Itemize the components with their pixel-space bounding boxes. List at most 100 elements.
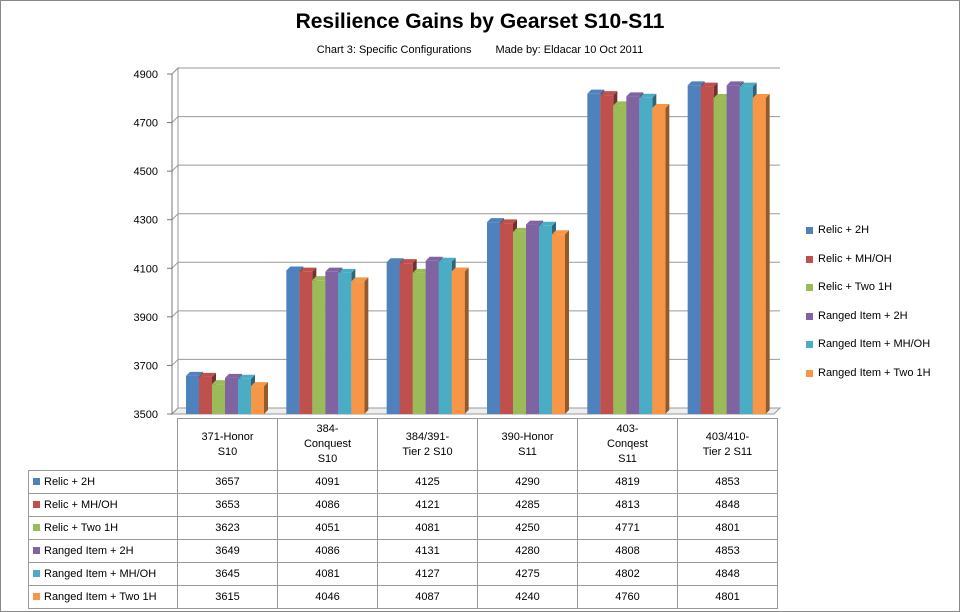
bar [286,270,300,414]
bar-top [600,91,618,96]
series-label-cell: Relic + Two 1H [28,516,178,540]
bar-side [765,94,770,415]
category-label: 384/391- Tier 2 S10 [377,418,478,471]
bar [212,384,225,414]
series-label: Ranged Item + Two 1H [44,591,157,603]
gridline-depth [171,213,179,221]
series-label-cell: Relic + MH/OH [28,493,178,517]
bar-top [286,266,304,271]
bar-top [526,220,543,225]
category-label: 390-Honor S11 [477,418,578,471]
series-label-cell: Ranged Item + MH/OH [28,562,178,586]
gridline-depth [171,310,179,318]
value-cell: 4802 [577,562,678,586]
value-cell: 4091 [277,470,378,494]
bar [652,108,666,414]
bar [739,86,753,414]
table-row: Relic + Two 1H 3623 4051 4081 4250 4771 4801 [28,516,778,540]
y-tick-label: 4700 [134,118,158,130]
bar-top [425,256,443,261]
legend-item: Ranged Item + 2H [806,310,931,339]
legend-swatch [806,341,813,348]
table-row: Ranged Item + MH/OH 3645 4081 4127 4275 4802 4… [28,562,778,586]
value-cell: 4848 [677,493,778,517]
bar [613,105,627,414]
value-cell: 4081 [377,516,478,540]
bar-side [364,277,369,414]
bar-top [351,277,369,282]
bar [386,262,400,414]
value-cell: 4046 [277,585,378,609]
y-tick-label: 3700 [134,360,158,372]
category-label: 403/410- Tier 2 S11 [677,418,778,471]
legend-label: Ranged Item + Two 1H [818,366,931,379]
bar-top [487,218,504,223]
gridline-depth [171,407,179,415]
legend-label: Ranged Item + MH/OH [818,338,931,350]
value-cell: 4127 [377,562,478,586]
bar-side [665,104,670,414]
series-label: Relic + MH/OH [44,499,118,511]
gridline-depth [171,67,179,75]
value-cell: 3657 [177,470,278,494]
value-cell: 3649 [177,539,278,563]
bar [338,272,352,414]
bar-top [412,268,430,273]
subtitle-right: Made by: Eldacar 10 Oct 2011 [495,44,644,56]
bar-top [513,227,530,232]
series-label: Ranged Item + 2H [44,545,134,557]
legend-swatch [33,570,40,577]
y-tick-label: 3500 [134,409,158,421]
subtitle-left: Chart 3: Specific Configurations [316,44,472,56]
y-tick-label: 4100 [134,263,158,275]
value-cell: 4771 [577,516,678,540]
value-cell: 4280 [477,539,578,563]
bar-side [565,230,569,414]
bar [438,261,452,414]
bar [639,97,653,415]
value-cell: 4801 [677,585,778,609]
y-tick-label: 3900 [134,312,158,324]
bar-top [587,89,605,94]
value-cell: 4848 [677,562,778,586]
value-cell: 4051 [277,516,378,540]
bar-top [299,267,317,272]
bar-top [186,371,203,376]
bar [526,224,539,414]
data-table: 371-Honor S10 384- Conquest S10 384/391- T… [28,418,778,609]
y-tick-label: 4900 [134,69,158,81]
table-corner [28,418,178,471]
bar [513,231,526,414]
legend-item: Relic + 2H [806,224,931,253]
table-row: Ranged Item + 2H 3649 4086 4131 4280 4808 4853 [28,539,778,563]
gridline-depth [171,116,179,123]
bar [251,386,264,414]
value-cell: 4853 [677,539,778,563]
series-label: Ranged Item + MH/OH [44,568,157,580]
y-tick-label: 4300 [134,215,158,227]
gridline-depth [171,164,179,172]
bar-top [438,257,456,262]
legend-swatch [33,547,40,554]
legend-swatch [33,501,40,508]
bar-top [539,221,556,226]
bar [186,375,199,414]
value-cell: 4086 [277,493,378,517]
chart-title: Resilience Gains by Gearset S10-S11 [295,10,665,33]
legend-swatch [806,312,813,320]
bar [312,280,326,414]
bar-top [500,219,517,224]
bar-top [639,93,657,98]
legend-swatch [806,227,813,234]
bar [713,98,727,415]
bar [412,272,426,414]
value-cell: 4290 [477,470,578,494]
value-cell: 4125 [377,470,478,494]
bar-top [312,276,330,281]
value-cell: 4808 [577,539,678,563]
bar-top [451,267,469,272]
bar [500,223,513,414]
value-cell: 4086 [277,539,378,563]
table-header-row: 371-Honor S10 384- Conquest S10 384/391- T… [28,418,778,471]
bar-top [212,380,229,385]
